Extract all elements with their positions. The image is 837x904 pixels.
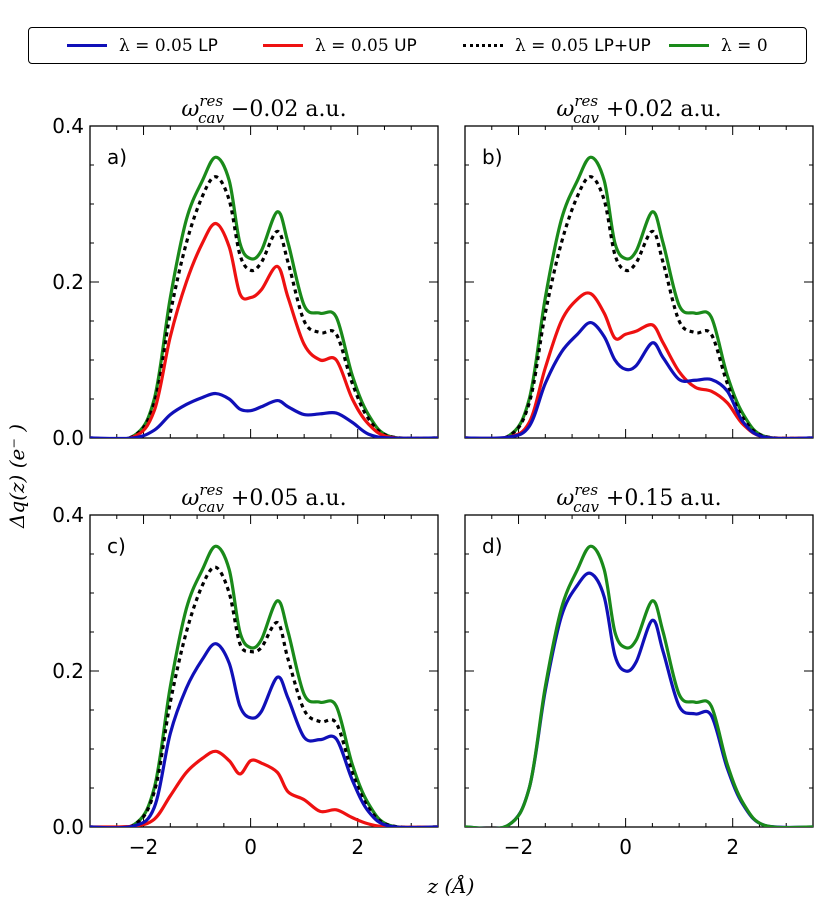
legend-label-sum: λ = 0.05 LP+UP — [515, 36, 651, 56]
title-offset: +0.02 a.u. — [599, 97, 722, 122]
title-subscript: cav — [573, 109, 599, 127]
legend-item-lp: λ = 0.05 LP — [67, 28, 218, 63]
x-tick-label: 0 — [244, 835, 257, 859]
series-group — [465, 544, 813, 827]
legend-item-up: λ = 0.05 UP — [263, 28, 417, 63]
series-line-up — [90, 221, 438, 438]
plot-frame — [464, 514, 814, 828]
series-line-sum — [465, 175, 813, 438]
title-superscript: res — [199, 481, 223, 499]
series-line-free — [465, 544, 813, 827]
panel-a: 0.0 0.2 0.4 ωres cav −0.02 a.u. a) — [52, 92, 439, 450]
legend-label-suffix: UP — [394, 35, 417, 56]
panel-d: −2 0 2 ωres cav +0.15 a.u. d) — [464, 481, 814, 859]
y-tick-label: 0.2 — [52, 659, 84, 683]
legend-label-prefix: λ = 0.05 — [515, 35, 595, 56]
series-line-lp — [90, 391, 438, 438]
series-line-up — [90, 749, 438, 827]
series-line-free — [90, 544, 438, 827]
series-line-free — [465, 155, 813, 438]
panel-letter: a) — [107, 145, 127, 169]
legend-label-suffix: LP — [198, 35, 218, 56]
panel-b: ωres cav +0.02 a.u. b) — [464, 92, 814, 439]
legend-label-up: λ = 0.05 UP — [315, 36, 417, 56]
title-offset: +0.15 a.u. — [599, 486, 722, 511]
legend-label-suffix: LP+UP — [594, 35, 651, 56]
panel-c: −2 0 2 0.0 0.2 0.4 ωres cav +0.05 a.u. c) — [52, 481, 439, 859]
series-line-up — [465, 291, 813, 438]
panel-letter: c) — [107, 534, 126, 558]
x-tick-label: −2 — [129, 835, 158, 859]
title-omega: ω — [556, 486, 574, 511]
y-tick-label: 0.4 — [52, 114, 84, 138]
legend: λ = 0.05 LP λ = 0.05 UP λ = 0.05 LP+UP λ = … — [28, 27, 807, 64]
title-offset: −0.02 a.u. — [224, 97, 347, 122]
legend-item-sum: λ = 0.05 LP+UP — [463, 28, 651, 63]
series-line-lp — [90, 642, 438, 827]
x-tick-label: 0 — [619, 835, 632, 859]
title-omega: ω — [556, 97, 574, 122]
series-line-lp — [465, 571, 813, 827]
series-line-free — [90, 155, 438, 438]
x-axis-label: z (Å) — [427, 873, 475, 898]
title-omega: ω — [181, 486, 199, 511]
panel-letter: b) — [482, 145, 503, 169]
title-subscript: cav — [573, 498, 599, 516]
legend-label-prefix: λ = 0.05 — [315, 35, 395, 56]
legend-label-prefix: λ = 0.05 — [119, 35, 199, 56]
y-tick-label: 0.0 — [52, 815, 84, 839]
x-tick-label: −2 — [504, 835, 533, 859]
title-omega: ω — [181, 97, 199, 122]
x-tick-label: 2 — [726, 835, 739, 859]
series-group — [465, 155, 813, 438]
title-superscript: res — [574, 92, 598, 110]
title-subscript: cav — [198, 498, 224, 516]
legend-item-free: λ = 0 — [669, 28, 768, 63]
panel-title: ωres cav +0.02 a.u. — [556, 92, 721, 127]
panel-title: ωres cav +0.05 a.u. — [181, 481, 346, 516]
title-superscript: res — [199, 92, 223, 110]
title-offset: +0.05 a.u. — [224, 486, 347, 511]
y-tick-label: 0.0 — [52, 426, 84, 450]
y-axis-label: Δq(z) (e⁻ ) — [5, 424, 29, 529]
legend-label-prefix: λ = 0 — [721, 35, 768, 56]
y-tick-label: 0.4 — [52, 503, 84, 527]
legend-label-free: λ = 0 — [721, 36, 768, 56]
title-superscript: res — [574, 481, 598, 499]
series-group — [90, 544, 438, 827]
panel-letter: d) — [482, 534, 503, 558]
legend-label-lp: λ = 0.05 LP — [119, 36, 218, 56]
legend-line-sum — [463, 44, 503, 47]
title-subscript: cav — [198, 109, 224, 127]
series-line-lp — [465, 320, 813, 438]
legend-line-lp — [67, 44, 107, 47]
series-group — [90, 155, 438, 438]
series-line-sum — [90, 565, 438, 827]
plot-frame — [89, 125, 439, 439]
series-line-sum — [90, 175, 438, 438]
panel-title: ωres cav +0.15 a.u. — [556, 481, 721, 516]
legend-line-up — [263, 44, 303, 47]
plot-frame — [464, 125, 814, 439]
legend-line-free — [669, 44, 709, 47]
x-tick-label: 2 — [351, 835, 364, 859]
y-tick-label: 0.2 — [52, 270, 84, 294]
panel-title: ωres cav −0.02 a.u. — [181, 92, 346, 127]
plot-frame — [89, 514, 439, 828]
